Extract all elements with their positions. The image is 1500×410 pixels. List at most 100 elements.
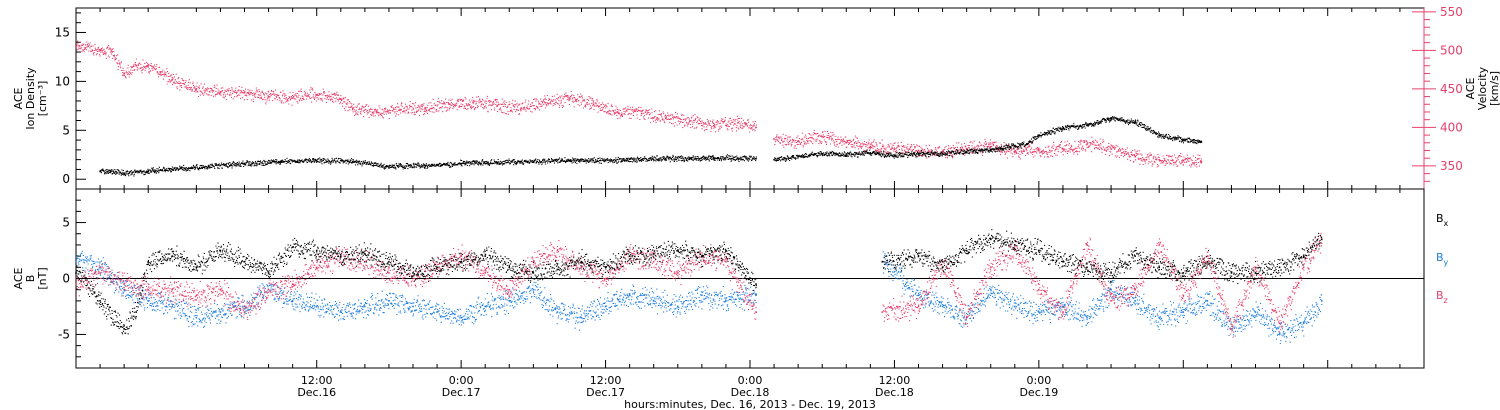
bx-series-mark <box>881 260 884 263</box>
b-tick-label: 0 <box>62 272 70 286</box>
velocity-series-mark <box>664 117 667 119</box>
density-series-mark <box>460 162 462 165</box>
by-series-mark <box>604 305 607 308</box>
bx-series-mark <box>556 268 559 271</box>
density-series-mark <box>352 160 354 163</box>
bx-series-mark <box>604 266 607 269</box>
bx-series-mark <box>1278 266 1281 269</box>
bz-series-points <box>76 232 1323 338</box>
by-series-mark <box>412 305 414 308</box>
by-series-mark <box>291 300 294 302</box>
by-series-mark <box>219 311 222 313</box>
by-series <box>75 250 1323 345</box>
bx-series-mark <box>701 255 703 257</box>
date-tick-label: Dec.18 <box>731 386 770 399</box>
bx-series-mark <box>1182 272 1185 274</box>
date-tick-label: Dec.17 <box>586 386 625 399</box>
density-series-mark <box>532 160 535 163</box>
density-series-mark <box>1182 139 1185 141</box>
density-series-mark <box>315 159 318 162</box>
by-series-mark <box>364 305 366 308</box>
bx-series-mark <box>1013 244 1016 246</box>
bx-series-mark <box>1206 260 1209 263</box>
velocity-series-mark <box>1200 160 1203 163</box>
bx-series-mark <box>1230 272 1233 274</box>
velocity-series <box>75 40 1203 168</box>
time-axis: 12:00Dec.160:00Dec.1712:00Dec.170:00Dec.… <box>99 8 1401 410</box>
bx-series-mark <box>1134 255 1136 257</box>
density-series-mark <box>568 159 571 162</box>
bx-series-mark <box>989 238 992 241</box>
bz-series-mark <box>1062 311 1064 313</box>
by-series-mark <box>917 294 920 297</box>
magnetic-field-panel: -5 0 5 ACEB[nT] Bx By Bz <box>12 188 1449 369</box>
bz-series-mark <box>755 311 757 313</box>
density-series-points <box>100 116 1203 177</box>
bx-series-mark <box>1086 266 1088 269</box>
bx-series <box>75 229 1323 335</box>
bz-series-mark <box>1038 288 1040 291</box>
density-axis-label: ACEIon Density[cm⁻³] <box>12 67 49 130</box>
bz-series-mark <box>267 288 270 291</box>
density-series-mark <box>1062 127 1064 130</box>
density-series-mark <box>773 158 775 161</box>
velocity-series-mark <box>267 95 270 98</box>
velocity-series-mark <box>773 138 775 140</box>
density-series-mark <box>989 149 992 151</box>
density-series-mark <box>664 157 667 160</box>
density-series-mark <box>869 152 872 154</box>
velocity-series-mark <box>135 64 137 67</box>
density-series-mark <box>424 164 426 167</box>
bz-series-mark <box>556 249 559 252</box>
velocity-series-points <box>76 40 1203 168</box>
density-series-mark <box>755 157 757 160</box>
velocity-series-mark <box>99 49 101 52</box>
by-series-mark <box>556 311 559 313</box>
bz-series-mark <box>989 266 992 269</box>
by-series-mark <box>1013 305 1016 308</box>
density-series-mark <box>1200 141 1203 143</box>
density-series-mark <box>388 165 390 168</box>
bz-series-mark <box>1086 244 1088 246</box>
density-series-mark <box>171 168 174 171</box>
bz-series-mark <box>1302 266 1305 269</box>
bx-series-mark <box>755 283 757 285</box>
time-tick-label: 0:00 <box>449 374 474 387</box>
bx-series-mark <box>412 272 414 274</box>
by-series-mark <box>1062 305 1064 308</box>
time-tick-label: 0:00 <box>1027 374 1052 387</box>
bx-series-mark <box>965 249 968 252</box>
bz-series-mark <box>315 266 318 269</box>
velocity-series-mark <box>1134 155 1136 158</box>
bx-series-mark <box>917 255 920 257</box>
velocity-series-mark <box>1086 143 1088 146</box>
by-series-mark <box>989 288 992 291</box>
velocity-tick-label: 350 <box>1440 159 1463 173</box>
density-tick-label: 5 <box>62 123 70 137</box>
b-tick-label: 5 <box>62 216 70 230</box>
bx-series-mark <box>532 272 535 274</box>
velocity-series-mark <box>376 111 378 113</box>
bz-series-mark <box>460 255 462 257</box>
velocity-series-mark <box>1013 151 1016 153</box>
bx-series-mark <box>364 253 366 255</box>
bz-series-mark <box>1013 249 1016 252</box>
bz-series-mark <box>580 266 583 269</box>
velocity-series-mark <box>616 111 619 113</box>
density-series-mark <box>689 157 691 160</box>
velocity-series-mark <box>917 149 920 152</box>
bz-series-mark <box>219 288 222 291</box>
density-tick-label: 0 <box>62 172 70 186</box>
velocity-series-mark <box>195 88 198 90</box>
bx-series-points <box>76 229 1323 335</box>
velocity-tick-label: 400 <box>1440 120 1463 134</box>
velocity-series-mark <box>1110 148 1112 150</box>
bz-series-mark <box>1254 266 1257 269</box>
velocity-series-mark <box>845 141 848 144</box>
bz-series-mark <box>1182 294 1185 297</box>
bz-series-mark <box>652 260 655 263</box>
by-series-mark <box>75 260 77 263</box>
velocity-series-mark <box>1158 158 1161 161</box>
by-series-mark <box>532 288 535 291</box>
density-series-mark <box>845 153 848 156</box>
